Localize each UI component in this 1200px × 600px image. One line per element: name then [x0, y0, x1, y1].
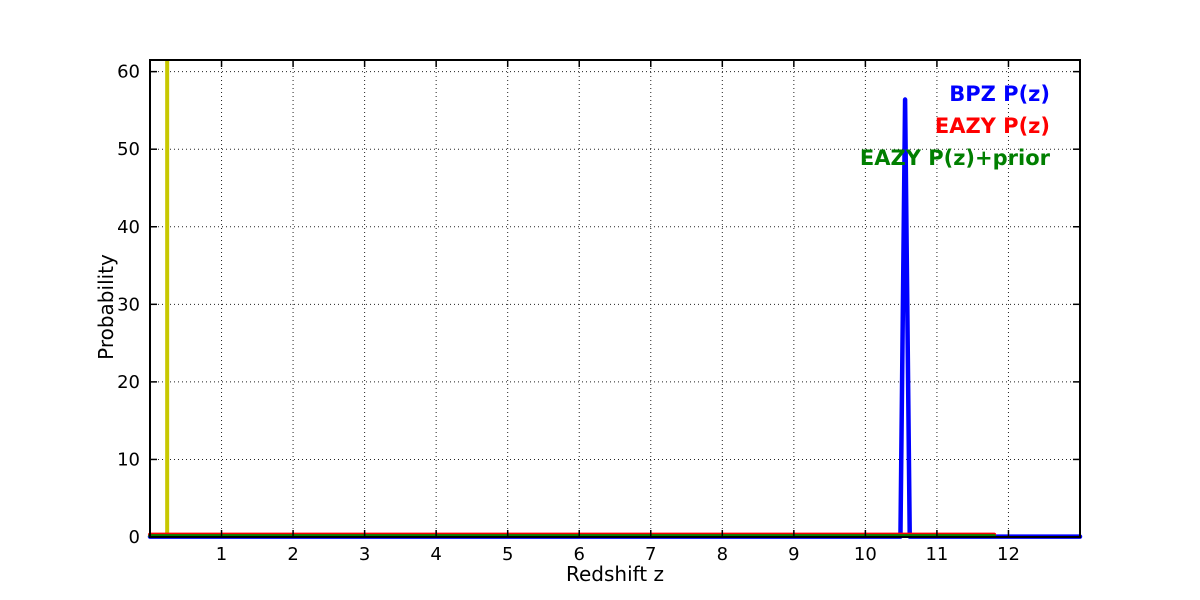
x-tick-label: 4	[430, 544, 441, 565]
legend-eazy-p-z-: EAZY P(z)	[934, 114, 1050, 138]
y-tick-label: 40	[117, 217, 140, 238]
x-tick-label: 8	[717, 544, 728, 565]
x-axis-label: Redshift z	[565, 562, 665, 586]
x-tick-label: 6	[574, 544, 585, 565]
x-tick-label: 2	[287, 544, 298, 565]
y-tick-label: 20	[117, 372, 140, 393]
plot-border	[149, 59, 1081, 538]
y-tick-label: 50	[117, 139, 140, 160]
y-tick-label: 0	[129, 527, 140, 548]
legend-bpz-p-z-: BPZ P(z)	[949, 82, 1050, 106]
y-tick-label: 30	[117, 294, 140, 315]
x-tick-label: 10	[854, 544, 877, 565]
x-tick-label: 7	[645, 544, 656, 565]
x-tick-label: 11	[925, 544, 948, 565]
x-tick-label: 9	[788, 544, 799, 565]
y-axis-label: Probability	[94, 254, 118, 360]
x-tick-label: 1	[216, 544, 227, 565]
x-tick-label: 3	[359, 544, 370, 565]
x-tick-label: 12	[997, 544, 1020, 565]
x-tick-label: 5	[502, 544, 513, 565]
y-tick-label: 10	[117, 449, 140, 470]
legend-eazy-p-z-prior: EAZY P(z)+prior	[859, 146, 1050, 170]
y-tick-label: 60	[117, 62, 140, 83]
